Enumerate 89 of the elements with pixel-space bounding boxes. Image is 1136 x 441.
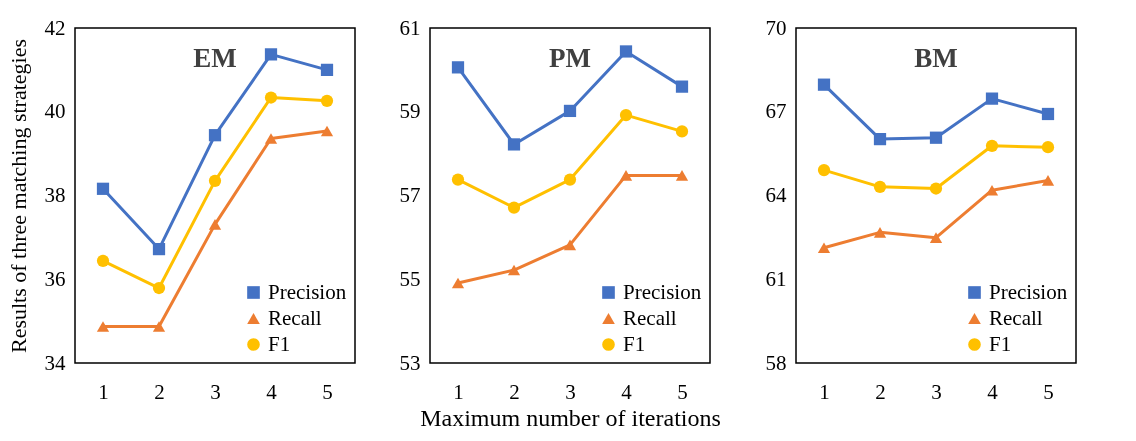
legend-label: F1 <box>268 331 291 356</box>
point <box>507 264 521 276</box>
point <box>451 277 465 289</box>
x-tick-label: 1 <box>819 379 830 404</box>
point <box>96 254 110 267</box>
x-tick-label: 2 <box>154 379 165 404</box>
point <box>817 163 831 177</box>
y-tick-label: 59 <box>399 99 421 124</box>
point <box>451 61 465 74</box>
point <box>264 133 278 144</box>
y-tick-label: 61 <box>399 15 421 40</box>
legend-label: F1 <box>989 331 1012 356</box>
legend-label: Precision <box>268 279 347 304</box>
y-tick-label: 53 <box>399 350 421 375</box>
text: EM <box>193 43 237 73</box>
point <box>507 138 521 151</box>
legend-label: F1 <box>623 331 646 356</box>
y-tick-label: 64 <box>765 183 787 207</box>
point <box>873 227 887 238</box>
y-tick-label: 42 <box>44 15 66 40</box>
x-tick-label: 4 <box>621 379 633 404</box>
point <box>208 174 222 187</box>
point <box>929 182 943 195</box>
point <box>873 132 887 146</box>
text: PM <box>549 43 591 73</box>
x-tick-label: 5 <box>1043 379 1054 404</box>
point <box>507 201 521 214</box>
point <box>320 63 334 76</box>
point <box>619 170 633 181</box>
point <box>563 239 577 251</box>
y-tick-label: 55 <box>399 266 421 291</box>
point <box>873 180 887 193</box>
point <box>563 104 577 118</box>
y-tick-label: 36 <box>44 266 66 291</box>
x-tick-label: 2 <box>509 379 520 404</box>
point <box>152 281 166 295</box>
x-tick-label: 1 <box>98 379 109 404</box>
x-tick-label: 5 <box>677 379 688 404</box>
y-tick-label: 58 <box>765 350 787 375</box>
y-tick-label: 57 <box>399 183 421 207</box>
x-tick-label: 5 <box>322 379 333 404</box>
point <box>451 173 465 186</box>
point <box>152 242 166 256</box>
point <box>1041 175 1055 186</box>
y-tick-label: 67 <box>765 99 787 124</box>
point <box>619 108 633 122</box>
point <box>675 170 689 181</box>
legend-label: Recall <box>989 305 1043 330</box>
point <box>264 91 278 104</box>
y-tick-label: 40 <box>44 99 66 124</box>
y-tick-label: 61 <box>765 266 787 291</box>
point <box>1041 107 1055 121</box>
point <box>619 45 633 58</box>
legend-label: Recall <box>623 305 677 330</box>
legend-label: Precision <box>989 279 1068 304</box>
point <box>985 139 999 152</box>
x-tick-label: 3 <box>210 379 221 404</box>
point <box>985 92 999 105</box>
legend-label: Precision <box>623 279 702 304</box>
x-tick-label: 3 <box>565 379 576 404</box>
y-tick-label: 70 <box>765 15 787 40</box>
point <box>675 125 689 138</box>
point <box>320 125 334 137</box>
x-tick-label: 3 <box>931 379 942 404</box>
point <box>208 129 222 142</box>
point <box>208 219 222 230</box>
point <box>985 184 999 196</box>
point <box>264 48 278 61</box>
point <box>929 232 943 243</box>
point <box>152 321 166 332</box>
y-axis-title: Results of three matching strategies <box>5 38 31 354</box>
point <box>96 321 110 332</box>
x-tick-label: 4 <box>987 379 999 404</box>
x-tick-label: 1 <box>453 379 464 404</box>
point <box>675 80 689 93</box>
point <box>563 173 577 186</box>
legend-label: Recall <box>268 305 322 330</box>
point <box>1041 141 1055 154</box>
point <box>817 242 831 254</box>
point <box>929 131 943 144</box>
y-tick-label: 38 <box>44 183 66 207</box>
y-tick-label: 34 <box>44 350 66 375</box>
x-tick-label: 4 <box>266 379 278 404</box>
point <box>320 94 334 107</box>
point <box>817 78 831 91</box>
x-tick-label: 2 <box>875 379 886 404</box>
point <box>96 182 110 195</box>
x-axis-title: Maximum number of iterations <box>420 404 721 431</box>
text: BM <box>914 43 958 73</box>
